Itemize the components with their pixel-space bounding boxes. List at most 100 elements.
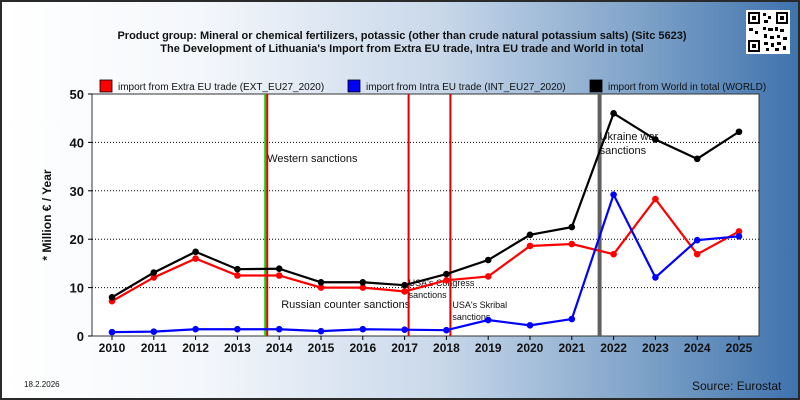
x-tick-label: 2014	[266, 341, 293, 355]
legend-swatch	[347, 79, 361, 93]
y-tick-label: 20	[70, 232, 84, 247]
series-group	[108, 195, 743, 305]
event-line	[266, 94, 269, 336]
legend-label: import from Extra EU trade (EXT_EU27_202…	[118, 82, 324, 93]
y-tick-label: 30	[70, 184, 84, 199]
data-point	[108, 328, 116, 336]
data-point	[443, 326, 450, 334]
data-point	[526, 231, 534, 239]
data-point	[568, 315, 576, 323]
legend: import from Extra EU trade (EXT_EU27_202…	[99, 79, 766, 93]
x-tick-label: 2017	[391, 341, 418, 355]
event-line	[449, 94, 452, 336]
event-label: Russian counter sanctions	[281, 299, 411, 311]
series-line	[111, 191, 740, 334]
data-point	[401, 281, 408, 289]
event-label: Ukraine war sanctions	[600, 131, 659, 157]
data-point	[568, 223, 576, 231]
x-tick-label: 2011	[141, 341, 167, 355]
qr-code-icon	[746, 10, 790, 54]
data-point	[150, 328, 158, 335]
data-point	[443, 277, 450, 284]
data-point	[693, 155, 701, 163]
data-point	[234, 265, 241, 273]
data-point	[735, 232, 743, 240]
data-point	[108, 293, 116, 301]
grid-lines	[92, 141, 759, 289]
data-point	[275, 325, 283, 333]
data-point	[484, 256, 492, 264]
series-line	[111, 111, 740, 299]
y-tick-label: 0	[77, 329, 84, 344]
x-tick-label: 2012	[182, 341, 209, 355]
data-point	[526, 242, 534, 250]
data-point	[484, 273, 492, 280]
series-group	[108, 191, 743, 336]
y-axis-label: * Million € / Year	[40, 169, 54, 260]
data-point	[401, 288, 408, 295]
data-point	[610, 191, 617, 198]
series-line	[111, 197, 740, 303]
data-point	[359, 278, 367, 286]
date-stamp: 18.2.2026	[24, 380, 60, 389]
event-label: USA's Congress sanctions	[409, 278, 475, 300]
event-line	[407, 94, 410, 336]
data-point	[275, 265, 283, 273]
x-tick-label: 2021	[558, 341, 585, 355]
data-point	[359, 284, 367, 291]
data-point	[234, 272, 241, 279]
x-tick-label: 2010	[99, 341, 126, 355]
data-point	[735, 128, 743, 136]
data-point	[568, 240, 576, 248]
data-point	[652, 274, 659, 281]
event-label: Western sanctions	[267, 153, 358, 165]
event-markers: Western sanctions Russian counter sanctio…	[264, 94, 659, 336]
data-point	[526, 322, 534, 329]
legend-label: import from World in total (WORLD)	[608, 82, 766, 93]
event-line	[597, 94, 602, 336]
y-tick-label: 50	[70, 87, 84, 102]
x-tick-label: 2019	[475, 341, 502, 355]
x-tick-label: 2025	[726, 341, 753, 355]
x-tick-label: 2024	[684, 341, 711, 355]
data-point	[317, 284, 325, 291]
data-point	[735, 228, 743, 235]
x-tick-label: 2016	[349, 341, 376, 355]
legend-label: import from Intra EU trade (INT_EU27_202…	[366, 82, 566, 93]
event-line	[264, 94, 267, 336]
y-tick-label: 40	[70, 135, 84, 150]
data-point	[275, 272, 283, 279]
series-group	[108, 110, 743, 301]
x-axis-ticks: 2010 2011 2012 2013 2014 2015 2016 2017 2018 2019…	[99, 336, 753, 355]
legend-swatch	[589, 79, 603, 93]
y-axis-ticks: 0 10 20 30 40 50	[70, 87, 92, 344]
data-point	[693, 250, 701, 258]
chart-title-line1: Product group: Mineral or chemical ferti…	[117, 30, 687, 42]
legend-swatch	[99, 79, 113, 93]
data-point	[150, 269, 158, 276]
data-point	[401, 326, 408, 334]
x-tick-label: 2013	[224, 341, 251, 355]
x-tick-label: 2018	[433, 341, 460, 355]
data-point	[484, 316, 492, 324]
data-point	[652, 195, 659, 203]
y-tick-label: 10	[70, 281, 84, 296]
data-point	[610, 250, 617, 258]
x-tick-label: 2020	[517, 341, 544, 355]
x-tick-label: 2015	[308, 341, 335, 355]
data-point	[192, 325, 199, 333]
data-point	[359, 325, 367, 333]
x-tick-label: 2023	[642, 341, 669, 355]
data-point	[610, 110, 617, 117]
data-point	[192, 255, 199, 262]
data-point	[693, 236, 701, 244]
source-note: Source: Eurostat	[692, 379, 782, 393]
data-point	[652, 136, 659, 143]
data-point	[150, 274, 158, 281]
chart-title-line2: The Development of Lithuania's Import fr…	[160, 43, 644, 55]
data-point	[234, 325, 241, 333]
data-point	[317, 278, 325, 286]
x-tick-label: 2022	[600, 341, 627, 355]
